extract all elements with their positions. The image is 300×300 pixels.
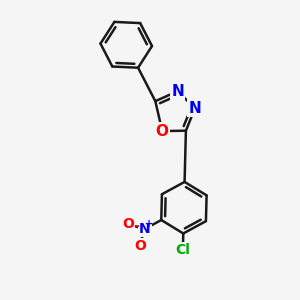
Text: N: N [171, 84, 184, 99]
Text: O: O [122, 217, 134, 231]
Text: -: - [133, 218, 139, 233]
Text: +: + [145, 219, 153, 229]
Text: O: O [134, 239, 146, 253]
Text: N: N [189, 101, 201, 116]
Text: Cl: Cl [176, 243, 190, 257]
Text: N: N [139, 222, 150, 236]
Text: O: O [156, 124, 169, 139]
